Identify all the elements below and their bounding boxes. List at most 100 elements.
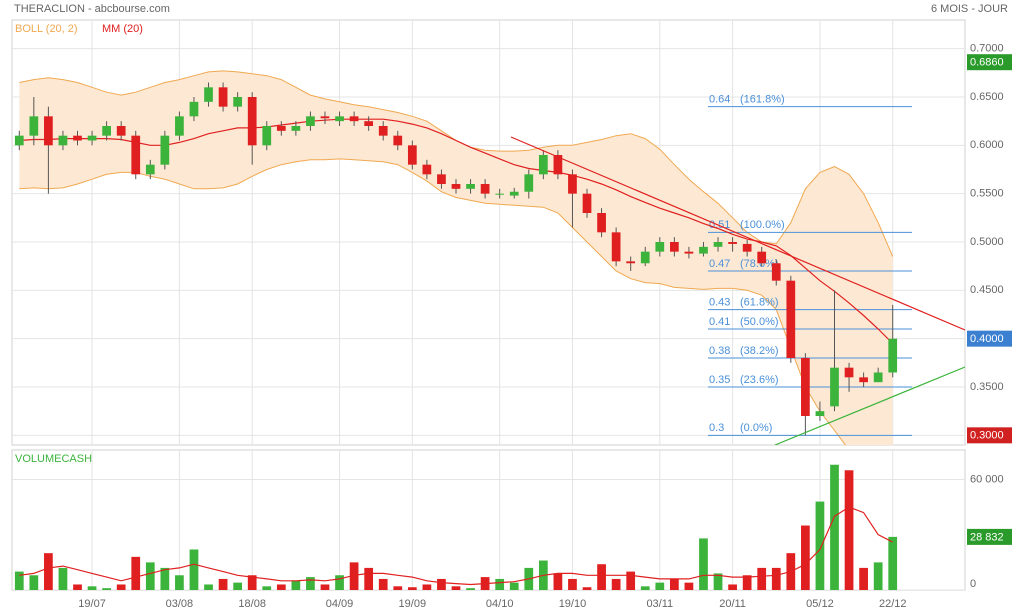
- fib-pct: (23.6%): [740, 374, 779, 386]
- price-frame: [11, 19, 966, 446]
- x-tick-label: 03/11: [646, 598, 673, 610]
- volume-bar: [859, 567, 868, 590]
- candle-body: [582, 193, 592, 213]
- candle-body: [437, 174, 446, 184]
- candle-body: [495, 193, 505, 195]
- candle-body: [830, 367, 839, 407]
- candle-body: [684, 251, 694, 254]
- candle-body: [145, 164, 155, 175]
- x-tick-label: 22/12: [879, 598, 907, 610]
- x-tick-label: 18/08: [238, 598, 266, 610]
- candle-body: [466, 184, 475, 189]
- x-tick-label: 19/09: [399, 598, 427, 610]
- candle-body: [597, 213, 606, 233]
- x-tick-label: 04/10: [486, 598, 514, 610]
- panel-title: VOLUMECASH: [15, 453, 92, 465]
- y-tick-label: 0: [970, 578, 976, 590]
- volume-bar: [218, 578, 228, 590]
- candle-body: [175, 116, 184, 136]
- candle-body: [568, 174, 577, 194]
- candle-body: [218, 87, 228, 107]
- fib-pct: (161.8%): [740, 94, 785, 106]
- volume-bar: [801, 525, 810, 590]
- candle-body: [509, 191, 519, 196]
- volume-bar: [58, 567, 68, 590]
- volume-average: [19, 506, 893, 586]
- candle-body: [640, 251, 650, 264]
- resistance-trendline: [510, 136, 965, 331]
- candle-body: [844, 367, 854, 378]
- candle-body: [233, 97, 243, 107]
- volume-bar: [291, 580, 301, 590]
- fib-pct: (78.6%): [740, 258, 779, 270]
- candle-body: [291, 126, 301, 131]
- y-tick-label: 0.7000: [970, 43, 1004, 55]
- volume-bar: [233, 582, 243, 590]
- fib-pct: (38.2%): [740, 345, 779, 357]
- fib-value: 0.41: [709, 316, 730, 328]
- candle-body: [73, 135, 82, 141]
- x-tick-label: 03/08: [166, 598, 194, 610]
- legend-label: MM (20): [102, 23, 143, 35]
- candle-body: [189, 101, 199, 117]
- candle-body: [378, 126, 388, 136]
- volume-bar: [87, 586, 97, 590]
- price-marker: [967, 54, 1012, 71]
- volume-bar: [509, 582, 519, 590]
- candle-body: [626, 261, 636, 264]
- x-tick-label: 05/12: [806, 598, 834, 610]
- candle-body: [58, 135, 68, 146]
- price-marker-label: 0.6860: [970, 57, 1004, 69]
- candle-body: [859, 377, 868, 383]
- volume-bar: [204, 584, 213, 590]
- candle-body: [29, 116, 39, 136]
- candle-body: [888, 338, 898, 373]
- candle-body: [393, 135, 403, 146]
- volume-bar: [713, 573, 723, 590]
- candle-body: [14, 135, 24, 146]
- volume-bar: [815, 501, 825, 590]
- fib-value: 0.43: [709, 297, 730, 309]
- volume-bar: [495, 578, 505, 590]
- candle-body: [655, 242, 665, 252]
- volume-bar: [582, 587, 592, 590]
- volume-bar: [655, 582, 665, 590]
- volume-bar: [14, 571, 24, 590]
- x-tick-label: 20/11: [719, 598, 746, 610]
- volume-bar: [349, 562, 359, 590]
- candle-body: [553, 155, 563, 175]
- x-tick-label: 19/07: [78, 598, 106, 610]
- fib-value: 0.64: [709, 94, 730, 106]
- candle-body: [815, 411, 825, 416]
- candle-body: [262, 126, 272, 146]
- volume-bar: [29, 575, 39, 590]
- price-marker-label: 0.4000: [970, 333, 1004, 345]
- volume-bar: [407, 587, 417, 590]
- y-tick-label: 0.4500: [970, 284, 1004, 296]
- candle-body: [801, 358, 810, 416]
- volume-bar: [830, 464, 839, 590]
- y-tick-label: 0.5000: [970, 236, 1004, 248]
- volume-bar: [160, 567, 170, 590]
- volume-bar: [844, 470, 854, 590]
- fib-pct: (61.8%): [740, 297, 779, 309]
- candle-body: [757, 251, 767, 264]
- fib-pct: (50.0%): [740, 316, 779, 328]
- candle-body: [407, 145, 417, 165]
- y-tick-label: 0.6000: [970, 139, 1004, 151]
- candle-body: [102, 126, 111, 136]
- volume-bar: [175, 575, 184, 590]
- candle-body: [247, 97, 257, 146]
- volume-bar: [451, 586, 461, 590]
- volume-bar: [393, 586, 403, 590]
- candle-body: [611, 232, 621, 262]
- volume-bar: [247, 575, 257, 590]
- volume-bar: [728, 584, 737, 590]
- candle-body: [538, 155, 548, 175]
- volume-marker-label: 28 832: [970, 531, 1004, 543]
- candle-body: [480, 184, 490, 194]
- price-marker-label: 0.3000: [970, 430, 1004, 442]
- volume-bar: [335, 575, 344, 590]
- candle-body: [669, 242, 679, 252]
